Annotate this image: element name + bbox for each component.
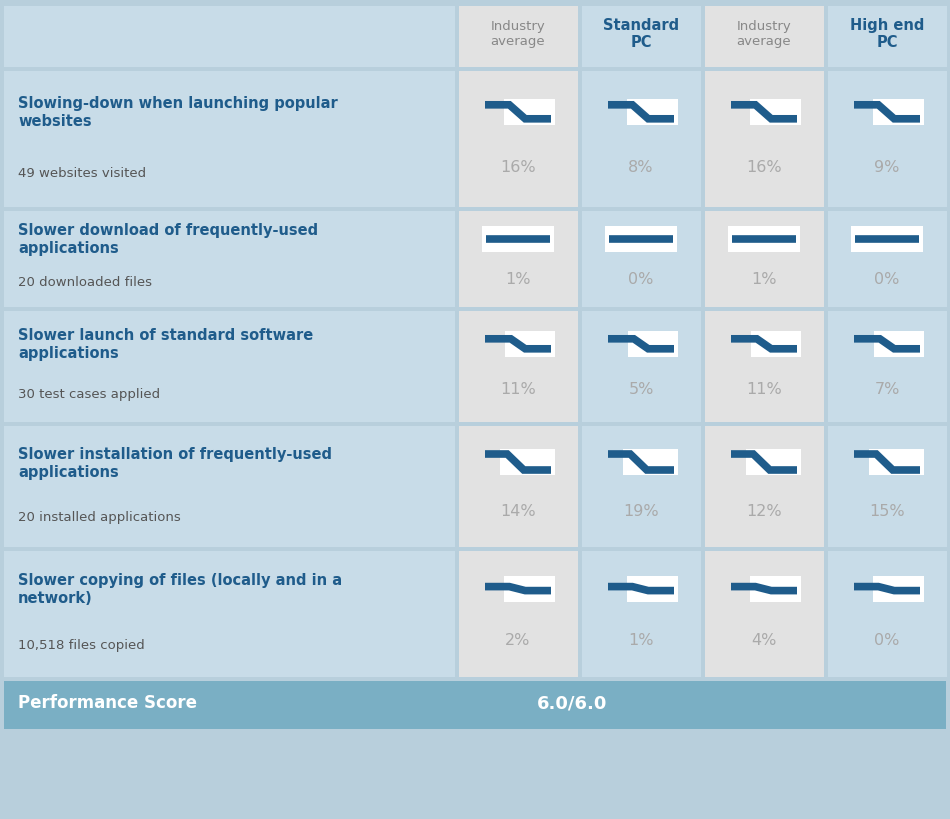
Bar xyxy=(4,211,455,307)
Bar xyxy=(4,551,455,677)
Bar xyxy=(627,99,678,124)
Text: Slower launch of standard software: Slower launch of standard software xyxy=(18,328,314,343)
Bar xyxy=(873,99,924,124)
Text: 1%: 1% xyxy=(751,272,777,287)
Bar xyxy=(851,226,923,252)
Bar xyxy=(459,311,578,422)
Text: Slowing-down when launching popular: Slowing-down when launching popular xyxy=(18,97,338,111)
Bar xyxy=(869,449,924,475)
Bar xyxy=(705,311,824,422)
Bar xyxy=(459,211,578,307)
Text: websites: websites xyxy=(18,115,91,129)
Text: 0%: 0% xyxy=(874,272,900,287)
Text: Performance Score: Performance Score xyxy=(18,694,197,712)
Text: 16%: 16% xyxy=(746,161,782,175)
Bar xyxy=(751,331,802,357)
Bar xyxy=(750,576,802,602)
Text: applications: applications xyxy=(18,346,119,361)
Text: Industry
average: Industry average xyxy=(736,20,791,48)
Text: 1%: 1% xyxy=(628,633,654,648)
Text: 14%: 14% xyxy=(501,505,536,519)
Text: 4%: 4% xyxy=(751,633,777,648)
Bar xyxy=(582,211,701,307)
Bar xyxy=(4,311,455,422)
Bar xyxy=(746,449,802,475)
Bar xyxy=(705,211,824,307)
Text: 5%: 5% xyxy=(628,382,654,397)
Text: 19%: 19% xyxy=(623,505,658,519)
Text: High end
PC: High end PC xyxy=(850,18,924,50)
Text: 49 websites visited: 49 websites visited xyxy=(18,167,146,180)
Bar xyxy=(459,551,578,677)
Bar xyxy=(582,426,701,547)
Text: Slower download of frequently-used: Slower download of frequently-used xyxy=(18,224,318,238)
Text: 11%: 11% xyxy=(746,382,782,397)
Bar xyxy=(500,449,556,475)
Text: 2%: 2% xyxy=(505,633,531,648)
Bar xyxy=(750,99,802,124)
Text: Slower copying of files (locally and in a: Slower copying of files (locally and in … xyxy=(18,573,342,588)
Text: 1%: 1% xyxy=(505,272,531,287)
Bar xyxy=(482,226,554,252)
Bar xyxy=(582,311,701,422)
Bar xyxy=(705,551,824,677)
Text: 8%: 8% xyxy=(628,161,654,175)
Bar xyxy=(4,6,455,67)
Text: 16%: 16% xyxy=(501,161,536,175)
Text: 20 downloaded files: 20 downloaded files xyxy=(18,277,152,289)
Bar xyxy=(582,71,701,207)
Text: Slower installation of frequently-used: Slower installation of frequently-used xyxy=(18,446,332,461)
Text: 6.0/6.0: 6.0/6.0 xyxy=(537,694,607,712)
Bar xyxy=(628,331,678,357)
Bar xyxy=(504,99,556,124)
Text: 0%: 0% xyxy=(628,272,654,287)
Text: 9%: 9% xyxy=(874,161,900,175)
Text: 15%: 15% xyxy=(869,505,904,519)
Bar xyxy=(459,71,578,207)
Bar xyxy=(4,681,946,729)
Bar xyxy=(605,226,677,252)
Bar xyxy=(4,426,455,547)
Text: applications: applications xyxy=(18,464,119,479)
Bar xyxy=(582,551,701,677)
Text: 11%: 11% xyxy=(500,382,536,397)
Text: 30 test cases applied: 30 test cases applied xyxy=(18,388,161,400)
Bar xyxy=(828,426,947,547)
Bar xyxy=(828,71,947,207)
Bar xyxy=(828,6,947,67)
Bar xyxy=(874,331,924,357)
Bar xyxy=(505,331,556,357)
Bar xyxy=(828,311,947,422)
Bar xyxy=(873,576,924,602)
Text: 0%: 0% xyxy=(874,633,900,648)
Bar xyxy=(705,71,824,207)
Bar xyxy=(582,6,701,67)
Text: Industry
average: Industry average xyxy=(490,20,545,48)
Bar xyxy=(828,211,947,307)
Text: 10,518 files copied: 10,518 files copied xyxy=(18,640,144,652)
Bar xyxy=(623,449,678,475)
Text: applications: applications xyxy=(18,242,119,256)
Bar xyxy=(627,576,678,602)
Text: 12%: 12% xyxy=(746,505,782,519)
Text: 7%: 7% xyxy=(874,382,900,397)
Bar xyxy=(459,426,578,547)
Text: network): network) xyxy=(18,591,93,606)
Bar xyxy=(828,551,947,677)
Bar xyxy=(4,71,455,207)
Text: 20 installed applications: 20 installed applications xyxy=(18,510,181,523)
Bar xyxy=(728,226,800,252)
Text: Standard
PC: Standard PC xyxy=(603,18,679,50)
Bar xyxy=(705,426,824,547)
Bar xyxy=(705,6,824,67)
Bar xyxy=(504,576,556,602)
Bar xyxy=(459,6,578,67)
